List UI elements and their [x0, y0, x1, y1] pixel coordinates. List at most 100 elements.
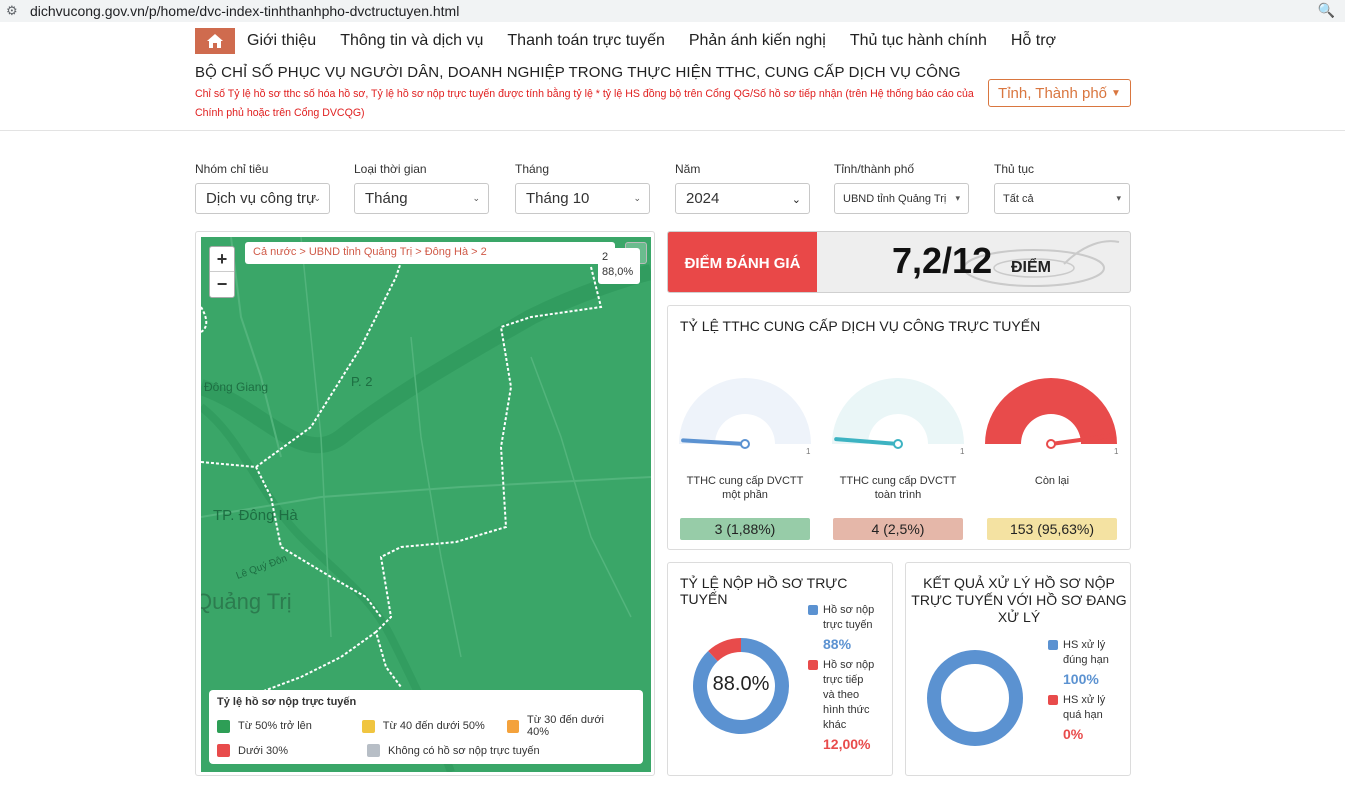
legend-line: Hồ sơ nộp: [823, 659, 875, 671]
legend-dot: [1048, 695, 1058, 705]
nav-menu: Giới thiệu Thông tin và dịch vụ Thanh to…: [247, 32, 1080, 50]
nav-item-ho-tro[interactable]: Hỗ trợ: [1010, 32, 1057, 49]
score-card: ĐIỂM ĐÁNH GIÁ 7,2/12 ĐIỂM: [667, 231, 1131, 293]
legend-line: đúng hạn: [1063, 654, 1109, 666]
home-button[interactable]: [195, 28, 235, 54]
legend-swatch-gray: [367, 744, 380, 757]
selected-value: Tháng 10: [526, 190, 590, 207]
donut-segment: [693, 638, 789, 734]
caption-line: TTHC cung cấp DVCTT: [686, 475, 804, 487]
title-line: XỬ LÝ: [997, 609, 1041, 625]
gauge-value-badge: 4 (2,5%): [833, 518, 963, 540]
map-panel: Đông Giang P. 2 TP. Đông Hà Quảng Trị Lê…: [195, 231, 655, 776]
page-title: BỘ CHỈ SỐ PHỤC VỤ NGƯỜI DÂN, DOANH NGHIỆ…: [195, 64, 961, 81]
legend-title: Tỷ lệ hồ sơ nộp trực tuyến: [217, 696, 357, 708]
zoom-icon[interactable]: 🔍: [1317, 2, 1335, 18]
header-divider: [0, 130, 1345, 131]
result-donut-chart: [927, 650, 1023, 746]
legend-pct: 88%: [823, 636, 852, 652]
legend-item-overdue: HS xử lý quá hạn 0%: [1048, 693, 1128, 742]
legend-line: quá hạn: [1063, 709, 1103, 721]
map-label-quang-tri: Quảng Trị: [201, 589, 292, 614]
nav-item-thu-tuc[interactable]: Thủ tục hành chính: [849, 32, 987, 49]
caption-line: một phần: [722, 489, 768, 501]
zoom-in-button[interactable]: +: [210, 247, 234, 273]
legend-line: Hồ sơ nộp: [823, 604, 875, 616]
nav-item-phan-anh[interactable]: Phản ánh kiến nghị: [688, 32, 826, 49]
legend-label: Từ 50% trở lên: [238, 720, 312, 732]
legend-line: và theo: [823, 689, 860, 701]
legend-item-online: Hồ sơ nộp trực tuyến 88%: [808, 603, 888, 652]
legend-item: Không có hồ sơ nộp trực tuyến: [367, 744, 540, 757]
gauge-background: [679, 378, 811, 444]
tthc-panel: TỶ LỆ TTHC CUNG CẤP DỊCH VỤ CÔNG TRỰC TU…: [667, 305, 1131, 550]
filter-select-tinh-thanh-pho[interactable]: UBND tỉnh Quảng Trị ▾: [834, 183, 969, 214]
chevron-down-icon: ⌄: [791, 194, 801, 206]
filter-select-thang[interactable]: Tháng 10 ⌄: [515, 183, 650, 214]
filter-tinh-thanh-pho: Tỉnh/thành phố UBND tỉnh Quảng Trị ▾: [834, 162, 969, 214]
selected-value: Tháng: [365, 190, 408, 207]
donut-center-value: 88.0%: [712, 673, 770, 695]
gauge-toan-trinh: TTHC cung cấp DVCTT toàn trình 4 (2,5%): [829, 474, 967, 540]
map-breadcrumb[interactable]: Cả nước > UBND tỉnh Quảng Trị > Đông Hà …: [245, 242, 615, 264]
home-icon: [207, 34, 223, 48]
legend-line: hình thức: [823, 704, 870, 716]
online-donut-chart: [693, 638, 789, 734]
result-donut-legend: HS xử lý đúng hạn 100% HS xử lý quá hạn …: [1048, 638, 1128, 748]
score-value: 7,2/12: [892, 240, 993, 281]
filter-loai-thoi-gian: Loại thời gian Tháng ⌄: [354, 162, 489, 214]
map-canvas[interactable]: Đông Giang P. 2 TP. Đông Hà Quảng Trị Lê…: [201, 237, 651, 772]
map-label-p2: P. 2: [351, 374, 373, 389]
filter-thu-tuc: Thủ tục Tất cả ▾: [994, 162, 1130, 214]
score-label: ĐIỂM ĐÁNH GIÁ: [668, 232, 817, 292]
selected-value: UBND tỉnh Quảng Trị: [843, 192, 947, 205]
site-settings-icon[interactable]: ⚙: [6, 3, 18, 18]
donut-segment: [927, 650, 1023, 746]
nav-item-thong-tin[interactable]: Thông tin và dịch vụ: [340, 32, 484, 49]
donut-segment: [708, 638, 742, 662]
nav-item-thanh-toan[interactable]: Thanh toán trực tuyến: [507, 32, 665, 49]
filter-label: Loại thời gian: [354, 162, 427, 176]
province-dropdown-button[interactable]: Tỉnh, Thành phố ▼: [988, 79, 1131, 107]
url-text[interactable]: dichvucong.gov.vn/p/home/dvc-index-tinht…: [30, 3, 460, 19]
legend-dot: [808, 660, 818, 670]
tthc-panel-title: TỶ LỆ TTHC CUNG CẤP DỊCH VỤ CÔNG TRỰC TU…: [680, 318, 1041, 334]
caption-line: Còn lại: [1034, 475, 1070, 487]
legend-item: Từ 50% trở lên: [217, 714, 352, 738]
filter-thang: Tháng Tháng 10 ⌄: [515, 162, 650, 214]
gauge-background: [985, 378, 1117, 444]
filter-select-thu-tuc[interactable]: Tất cả ▾: [994, 183, 1130, 214]
filter-label: Nhóm chỉ tiêu: [195, 162, 269, 176]
zoom-out-button[interactable]: −: [216, 274, 228, 294]
filter-label: Tỉnh/thành phố: [834, 162, 915, 176]
gauge-pivot: [893, 439, 903, 449]
main-nav: Giới thiệu Thông tin và dịch vụ Thanh to…: [0, 28, 1345, 54]
nav-item-gioi-thieu[interactable]: Giới thiệu: [247, 32, 317, 49]
caption-line: toàn trình: [874, 489, 922, 501]
score-unit: ĐIỂM: [1011, 259, 1051, 276]
province-button-label: Tỉnh, Thành phố: [998, 84, 1108, 102]
gauge-needle: [834, 437, 900, 446]
browser-address-bar[interactable]: ⚙ dichvucong.gov.vn/p/home/dvc-index-tin…: [0, 0, 1345, 22]
gauge-charts: [679, 378, 1117, 449]
legend-item: Dưới 30%: [217, 744, 357, 757]
legend-line: khác: [823, 719, 847, 731]
filter-label: Tháng: [515, 162, 550, 176]
filter-nhom-chi-tieu: Nhóm chỉ tiêu Dịch vụ công trự ⌄: [195, 162, 330, 214]
map-legend: Tỷ lệ hồ sơ nộp trực tuyến Từ 50% trở lê…: [209, 690, 643, 764]
map-tooltip: 2 88,0%: [598, 248, 640, 284]
gauge-needle: [681, 438, 747, 446]
processing-result-panel: KẾT QUẢ XỬ LÝ HỒ SƠ NỘP TRỰC TUYẾN VỚI H…: [905, 562, 1131, 776]
gauge-scale-max: 1: [1114, 447, 1119, 456]
legend-label: Dưới 30%: [238, 744, 289, 757]
selected-value: Tất cả: [1003, 192, 1034, 205]
filter-select-nhom-chi-tieu[interactable]: Dịch vụ công trự ⌄: [195, 183, 330, 214]
filter-select-loai-thoi-gian[interactable]: Tháng ⌄: [354, 183, 489, 214]
online-donut-legend: Hồ sơ nộp trực tuyến 88% Hồ sơ nộp trực …: [808, 603, 888, 758]
filter-select-nam[interactable]: 2024 ⌄: [675, 183, 810, 214]
gauge-needle: [1049, 433, 1115, 446]
caret-down-icon: ▼: [1111, 87, 1121, 99]
legend-pct: 0%: [1063, 726, 1084, 742]
gauge-con-lai: Còn lại 153 (95,63%): [983, 474, 1121, 540]
online-submission-panel: TỶ LỆ NỘP HỒ SƠ TRỰC TUYẾN 88.0% Hồ sơ n…: [667, 562, 893, 776]
